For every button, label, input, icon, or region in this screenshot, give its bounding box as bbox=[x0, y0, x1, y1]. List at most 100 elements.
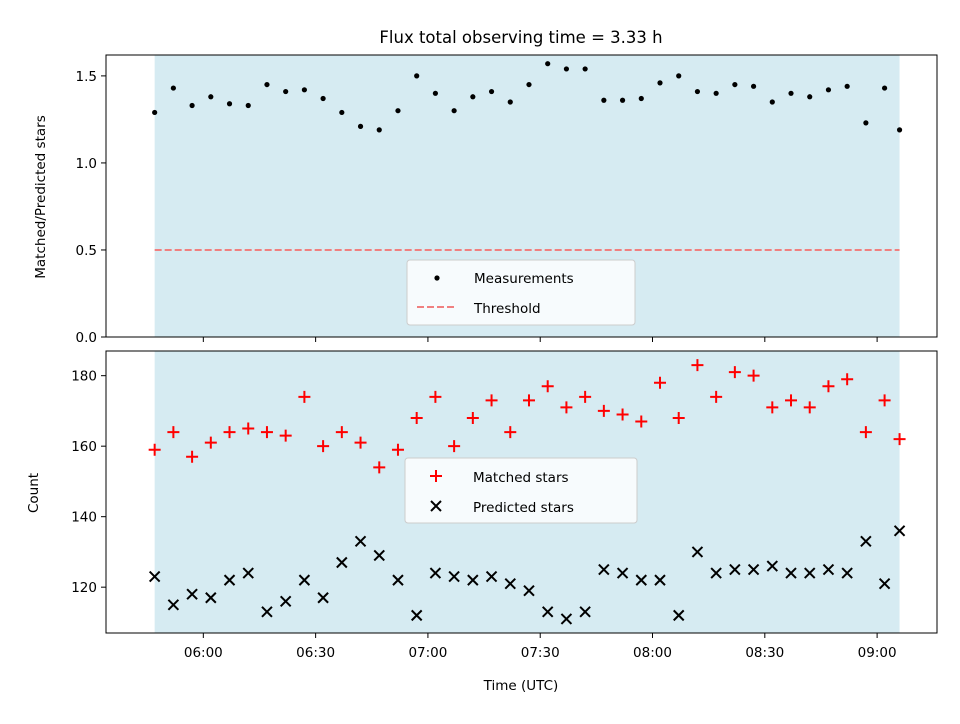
matched-star-point bbox=[672, 411, 685, 424]
matched-star-point bbox=[186, 450, 199, 463]
legend-matched: Matched stars bbox=[473, 470, 569, 486]
matched-star-point bbox=[654, 376, 666, 389]
ratio-y-tick-label: 0.0 bbox=[76, 330, 97, 346]
measurement-point bbox=[152, 109, 158, 116]
ratio-plot-frame bbox=[105, 54, 938, 338]
predicted-star-point bbox=[841, 567, 853, 579]
matched-legend-marker bbox=[430, 470, 442, 482]
time-x-tick-label: 06:00 bbox=[184, 645, 223, 661]
matched-star-point bbox=[859, 426, 872, 439]
matched-star-point bbox=[242, 422, 255, 435]
measurement-points bbox=[152, 61, 903, 133]
matched-star-point bbox=[448, 440, 461, 453]
time-x-ticks: 06:00 06:30 07:00 07:30 08:00 08:30 09:00 bbox=[184, 633, 897, 661]
measurement-point bbox=[694, 88, 701, 95]
measurement-point bbox=[896, 127, 903, 133]
matched-star-point bbox=[710, 390, 723, 403]
time-x-tick-label: 08:00 bbox=[633, 645, 672, 661]
time-x-tick-label: 08:30 bbox=[745, 645, 784, 661]
matched-star-point bbox=[317, 440, 330, 453]
measurement-point bbox=[357, 123, 364, 129]
matched-star-point bbox=[597, 404, 610, 417]
matched-star-point bbox=[522, 394, 535, 407]
matched-star-point bbox=[560, 401, 573, 414]
matched-star-point bbox=[466, 411, 479, 424]
measurement-point bbox=[470, 94, 476, 100]
measurement-point bbox=[638, 95, 644, 102]
measurement-legend-marker bbox=[434, 275, 440, 281]
predicted-star-point bbox=[860, 535, 872, 548]
predicted-star-point bbox=[186, 588, 198, 600]
predicted-star-point bbox=[223, 574, 236, 586]
predicted-star-point bbox=[504, 577, 516, 590]
ratio-y-ticks: 0.0 0.5 1.0 1.5 bbox=[76, 69, 106, 346]
count-y-label: Count bbox=[26, 473, 42, 513]
measurement-point bbox=[863, 120, 869, 126]
measurement-point bbox=[601, 97, 607, 103]
matched-star-point bbox=[893, 433, 906, 446]
measurement-point bbox=[320, 95, 326, 102]
predicted-star-point bbox=[336, 556, 348, 569]
predicted-star-point bbox=[429, 567, 442, 579]
ratio-y-label: Matched/Predicted stars bbox=[33, 115, 49, 278]
matched-star-point bbox=[260, 426, 273, 439]
measurement-point bbox=[395, 108, 401, 114]
measurement-point bbox=[563, 66, 570, 72]
legend-predicted: Predicted stars bbox=[473, 500, 574, 516]
measurement-point bbox=[769, 99, 775, 105]
matched-star-point bbox=[635, 415, 648, 428]
count-panel: 120 140 160 180 06:00 06:30 07:00 07:30 08:00 08… bbox=[26, 350, 938, 694]
measurement-point bbox=[414, 73, 420, 79]
predicted-star-point bbox=[729, 563, 741, 576]
time-x-tick-label: 07:00 bbox=[408, 645, 447, 661]
measurement-point bbox=[881, 85, 888, 91]
measurement-point bbox=[807, 94, 813, 100]
matched-star-point bbox=[354, 436, 367, 449]
predicted-star-points bbox=[148, 525, 906, 625]
predicted-star-point bbox=[317, 592, 329, 604]
matched-star-point bbox=[504, 426, 517, 439]
predicted-star-point bbox=[354, 535, 367, 548]
predicted-star-point bbox=[167, 599, 180, 611]
legend-threshold: Threshold bbox=[473, 301, 541, 317]
matched-star-point bbox=[803, 401, 816, 414]
measurement-point bbox=[657, 80, 663, 86]
predicted-star-point bbox=[298, 574, 311, 586]
count-plot-frame bbox=[105, 350, 938, 634]
predicted-star-point bbox=[598, 563, 610, 576]
count-legend: Matched stars Predicted stars bbox=[404, 457, 638, 524]
predicted-star-point bbox=[579, 606, 591, 618]
time-x-tick-label: 07:30 bbox=[521, 645, 560, 661]
predicted-star-point bbox=[822, 563, 835, 576]
matched-star-point bbox=[391, 443, 404, 456]
matched-star-point bbox=[822, 380, 835, 393]
count-y-tick-label: 180 bbox=[71, 369, 97, 385]
matched-star-point bbox=[541, 380, 554, 393]
count-y-tick-label: 140 bbox=[71, 510, 97, 526]
predicted-star-point bbox=[373, 549, 385, 562]
matched-star-point bbox=[223, 426, 236, 439]
time-x-label: Time (UTC) bbox=[483, 678, 559, 694]
predicted-star-point bbox=[485, 570, 498, 583]
ratio-panel: 0.0 0.5 1.0 1.5 Matched/Predicted stars Mea… bbox=[33, 54, 938, 346]
matched-star-point bbox=[878, 394, 891, 407]
measurement-point bbox=[619, 97, 626, 103]
time-x-tick-label: 06:30 bbox=[296, 645, 335, 661]
matched-star-point bbox=[841, 373, 854, 386]
measurement-point bbox=[732, 81, 738, 88]
matched-star-point bbox=[167, 426, 180, 439]
matched-star-point bbox=[747, 369, 760, 382]
predicted-star-point bbox=[710, 567, 722, 579]
measurement-point bbox=[788, 90, 794, 96]
ratio-x-ticks bbox=[202, 337, 878, 342]
count-y-ticks: 120 140 160 180 bbox=[71, 369, 106, 596]
predicted-star-point bbox=[242, 567, 254, 579]
measurement-point bbox=[432, 90, 439, 96]
predicted-star-point bbox=[148, 570, 161, 583]
measurement-point bbox=[170, 85, 176, 91]
matched-star-point bbox=[148, 443, 161, 456]
legend-measurements: Measurements bbox=[474, 271, 574, 287]
count-y-tick-label: 120 bbox=[71, 580, 97, 596]
matched-star-point bbox=[616, 408, 629, 421]
matched-star-point bbox=[279, 429, 292, 442]
